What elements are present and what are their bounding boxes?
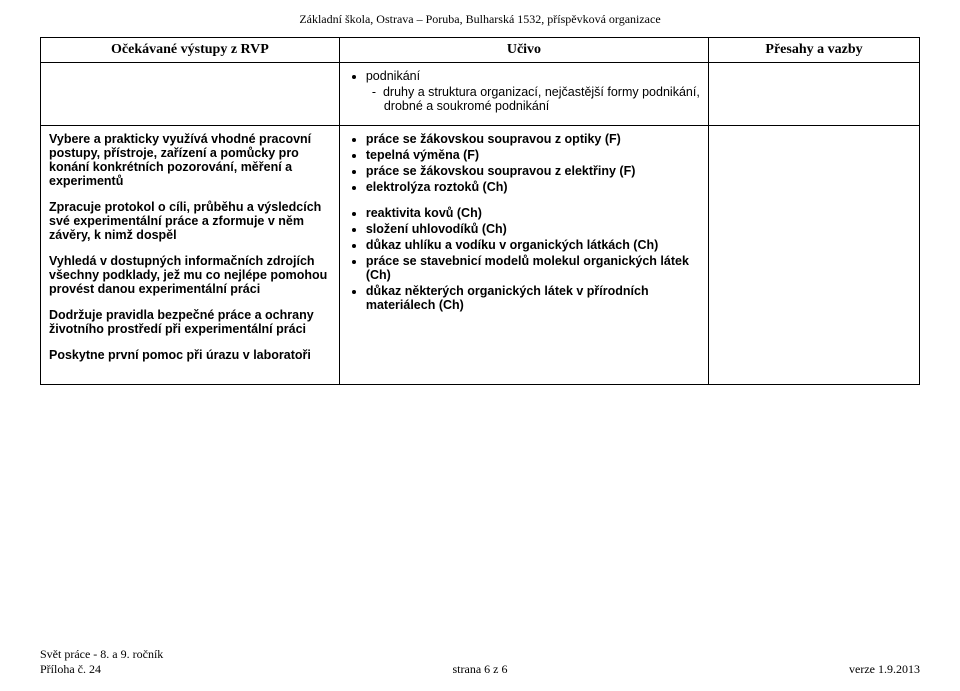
th-content: Učivo	[339, 38, 708, 63]
list-item: reaktivita kovů (Ch)	[366, 206, 700, 220]
list-item: tepelná výměna (F)	[366, 148, 700, 162]
table-header-row: Očekávané výstupy z RVP Učivo Přesahy a …	[41, 38, 920, 63]
outcome-paragraph: Vybere a prakticky využívá vhodné pracov…	[49, 132, 331, 188]
footer-page-number: strana 6 z 6	[0, 662, 960, 677]
bullet-list: reaktivita kovů (Ch) složení uhlovodíků …	[366, 206, 700, 312]
list-item: práce se žákovskou soupravou z optiky (F…	[366, 132, 700, 146]
list-item: důkaz některých organických látek v přír…	[366, 284, 700, 312]
list-item: - druhy a struktura organizací, nejčastě…	[372, 85, 700, 113]
list-item: důkaz uhlíku a vodíku v organických látk…	[366, 238, 700, 252]
th-links: Přesahy a vazby	[709, 38, 920, 63]
doc-header: Základní škola, Ostrava – Poruba, Bulhar…	[40, 12, 920, 27]
bullet-list: podnikání - druhy a struktura organizací…	[366, 69, 700, 113]
table-row: podnikání - druhy a struktura organizací…	[41, 63, 920, 126]
bullet-list: práce se žákovskou soupravou z optiky (F…	[366, 132, 700, 194]
list-item: podnikání	[366, 69, 700, 83]
table-row: Vybere a prakticky využívá vhodné pracov…	[41, 126, 920, 385]
footer-course-grade: Svět práce - 8. a 9. ročník	[40, 647, 163, 662]
list-item: práce se stavebnicí modelů molekul organ…	[366, 254, 700, 282]
list-item: složení uhlovodíků (Ch)	[366, 222, 700, 236]
outcome-paragraph: Poskytne první pomoc při úrazu v laborat…	[49, 348, 331, 362]
list-item: práce se žákovskou soupravou z elektřiny…	[366, 164, 700, 178]
outcome-paragraph: Vyhledá v dostupných informačních zdrojí…	[49, 254, 331, 296]
outcome-paragraph: Dodržuje pravidla bezpečné práce a ochra…	[49, 308, 331, 336]
outcome-paragraph: Zpracuje protokol o cíli, průběhu a výsl…	[49, 200, 331, 242]
list-item: elektrolýza roztoků (Ch)	[366, 180, 700, 194]
curriculum-table: Očekávané výstupy z RVP Učivo Přesahy a …	[40, 37, 920, 385]
th-outcomes: Očekávané výstupy z RVP	[41, 38, 340, 63]
